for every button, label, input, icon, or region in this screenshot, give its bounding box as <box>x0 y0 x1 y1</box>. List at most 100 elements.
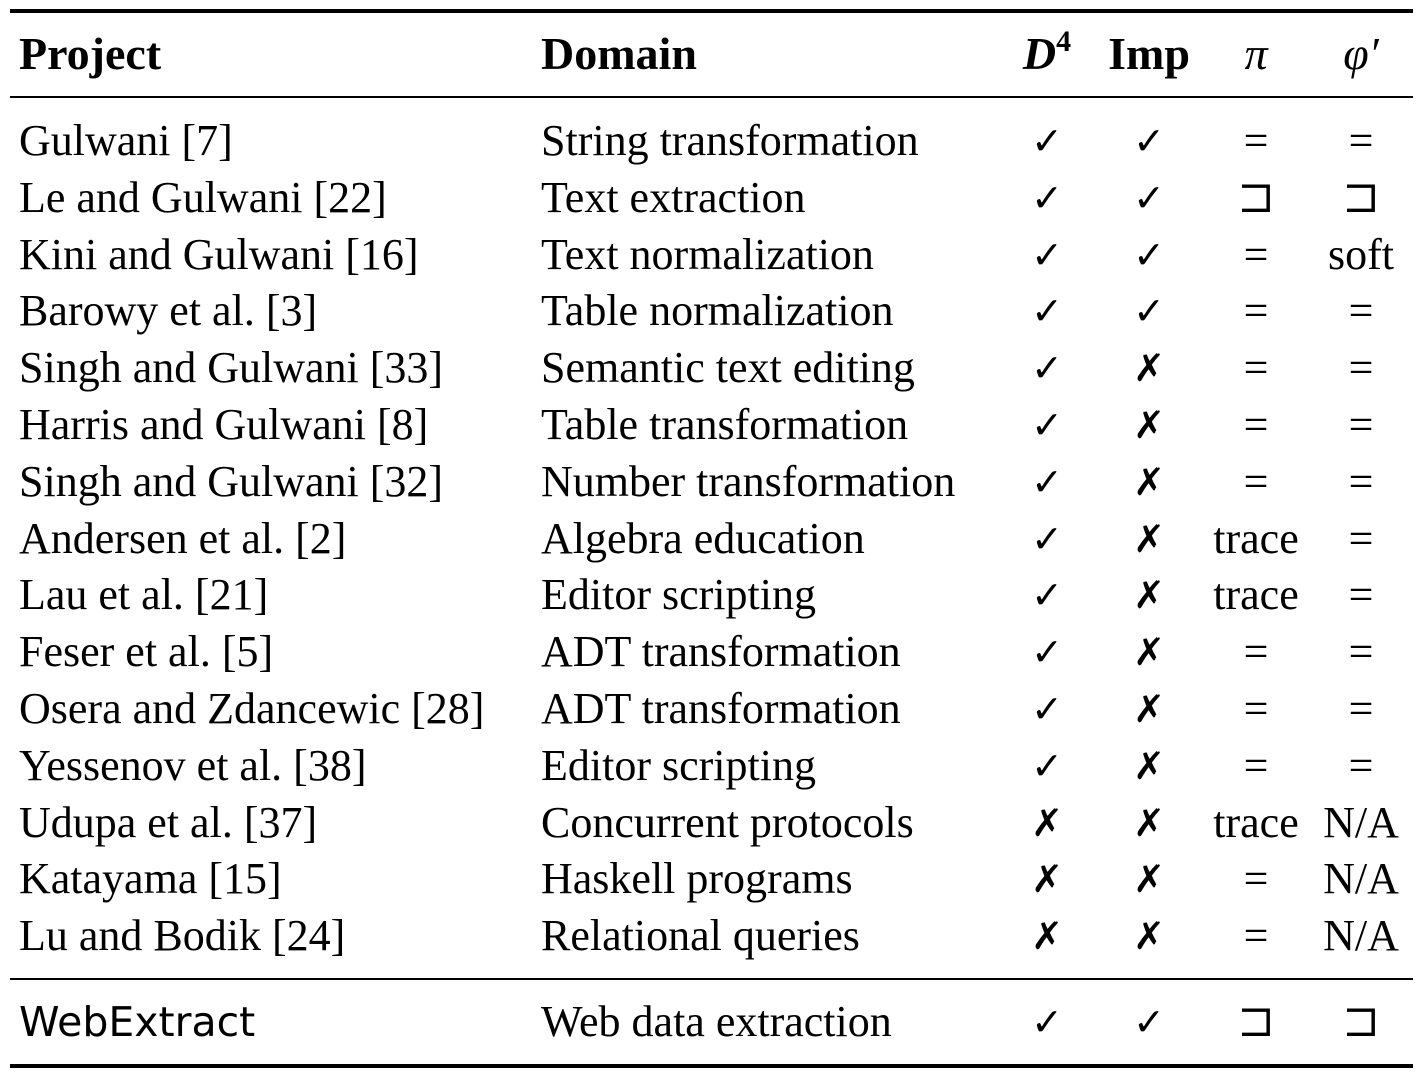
row-project: Singh and Gulwani [33] <box>19 343 444 393</box>
row-project: Andersen et al. [2] <box>19 513 347 563</box>
row-domain: Web data extraction <box>541 997 892 1046</box>
row-pi: = <box>1243 116 1269 165</box>
row-project: Le and Gulwani [22] <box>19 172 387 222</box>
row-imp: ✓ <box>1133 1000 1165 1044</box>
row-project: Feser et al. [5] <box>19 627 274 677</box>
header-imp: Imp <box>1108 28 1190 79</box>
row-imp: ✓ <box>1133 175 1165 220</box>
row-imp: ✗ <box>1133 459 1165 504</box>
row-project: Kini and Gulwani [16] <box>19 229 419 279</box>
header-d4: D4 <box>992 25 1102 82</box>
row-domain: Semantic text editing <box>541 343 915 393</box>
top-rule <box>10 9 1413 13</box>
row-project: Singh and Gulwani [32] <box>19 456 444 506</box>
table-row: Katayama [15] Haskell programs ✗ ✗ = N/A <box>0 851 1422 907</box>
row-project: Lau et al. [21] <box>19 570 269 620</box>
header-d4-sup: 4 <box>1056 25 1072 58</box>
row-domain: Number transformation <box>541 456 956 506</box>
row-domain: Editor scripting <box>541 740 816 790</box>
row-pi: = <box>1243 343 1269 393</box>
header-phi: φ′ <box>1343 28 1379 79</box>
row-domain: Table normalization <box>541 286 894 336</box>
row-domain: Concurrent protocols <box>541 797 914 847</box>
row-phi: N/A <box>1323 797 1399 847</box>
row-phi: soft <box>1328 229 1394 279</box>
row-d4: ✓ <box>1031 346 1063 391</box>
row-project: Gulwani [7] <box>19 116 233 165</box>
row-project: Lu and Bodik [24] <box>19 911 346 961</box>
table-row: Feser et al. [5] ADT transformation ✓ ✗ = = <box>0 624 1422 680</box>
row-phi: = <box>1348 570 1374 620</box>
row-phi: = <box>1348 740 1374 790</box>
row-domain: Relational queries <box>541 911 860 961</box>
table-row: Singh and Gulwani [32] Number transformat… <box>0 454 1422 510</box>
table-header: Project Domain D4 Imp π φ′ <box>0 25 1422 82</box>
row-pi: ⊐ <box>1237 172 1275 222</box>
row-pi: = <box>1243 684 1269 733</box>
footer-rule <box>10 978 1413 980</box>
row-imp: ✓ <box>1133 289 1165 334</box>
table-row: Lau et al. [21] Editor scripting ✓ ✗ trace = <box>0 567 1422 623</box>
row-domain: String transformation <box>541 116 919 165</box>
row-domain: Editor scripting <box>541 570 816 620</box>
row-imp: ✗ <box>1133 630 1165 675</box>
row-imp: ✗ <box>1133 800 1165 845</box>
row-pi: ⊐ <box>1237 997 1275 1046</box>
row-imp: ✓ <box>1133 119 1165 163</box>
row-domain: ADT transformation <box>541 684 901 733</box>
row-d4: ✗ <box>1031 914 1063 959</box>
row-pi: = <box>1243 740 1269 790</box>
row-phi: = <box>1348 456 1374 506</box>
row-imp: ✗ <box>1133 857 1165 902</box>
row-pi: = <box>1243 627 1269 677</box>
row-imp: ✗ <box>1133 516 1165 561</box>
row-domain: ADT transformation <box>541 627 901 677</box>
row-phi: N/A <box>1323 911 1399 961</box>
row-domain: Algebra education <box>541 513 865 563</box>
row-project: WebExtract <box>19 998 256 1046</box>
row-d4: ✓ <box>1031 232 1063 277</box>
row-d4: ✗ <box>1031 857 1063 902</box>
row-d4: ✓ <box>1031 687 1063 731</box>
row-imp: ✗ <box>1133 573 1165 618</box>
row-d4: ✓ <box>1031 175 1063 220</box>
row-d4: ✓ <box>1031 403 1063 447</box>
header-d4-base: D <box>1022 28 1057 79</box>
row-imp: ✗ <box>1133 403 1165 447</box>
row-phi: ⊐ <box>1342 997 1380 1046</box>
row-project: Udupa et al. [37] <box>19 797 318 847</box>
header-rule <box>10 96 1413 98</box>
row-domain: Text normalization <box>541 229 874 279</box>
row-phi: = <box>1348 513 1374 563</box>
row-pi: = <box>1243 286 1269 336</box>
row-imp: ✗ <box>1133 914 1165 959</box>
row-imp: ✗ <box>1133 687 1165 731</box>
row-pi: trace <box>1213 570 1299 620</box>
row-project: Barowy et al. [3] <box>19 286 318 336</box>
table-row: Harris and Gulwani [8] Table transformati… <box>0 397 1422 453</box>
row-pi: = <box>1243 911 1269 961</box>
row-phi: = <box>1348 627 1374 677</box>
row-pi: = <box>1243 229 1269 279</box>
table-row: Gulwani [7] String transformation ✓ ✓ = = <box>0 113 1422 169</box>
row-d4: ✓ <box>1031 573 1063 618</box>
bottom-rule <box>10 1064 1413 1068</box>
row-d4: ✓ <box>1031 743 1063 788</box>
row-pi: = <box>1243 456 1269 506</box>
row-phi: N/A <box>1323 854 1399 904</box>
row-d4: ✓ <box>1031 516 1063 561</box>
table-row-webextract: WebExtract Web data extraction ✓ ✓ ⊐ ⊐ <box>0 994 1422 1050</box>
row-imp: ✗ <box>1133 346 1165 391</box>
header-pi: π <box>1244 28 1268 79</box>
row-pi: trace <box>1213 513 1299 563</box>
row-d4: ✓ <box>1031 630 1063 675</box>
header-domain: Domain <box>541 28 697 79</box>
row-domain: Table transformation <box>541 400 909 449</box>
table-row: Lu and Bodik [24] Relational queries ✗ ✗ = N/… <box>0 908 1422 964</box>
row-project: Harris and Gulwani [8] <box>19 400 429 449</box>
row-project: Yessenov et al. [38] <box>19 740 367 790</box>
row-domain: Haskell programs <box>541 854 853 904</box>
row-pi: trace <box>1213 797 1299 847</box>
row-phi: = <box>1348 684 1374 733</box>
row-phi: = <box>1348 343 1374 393</box>
